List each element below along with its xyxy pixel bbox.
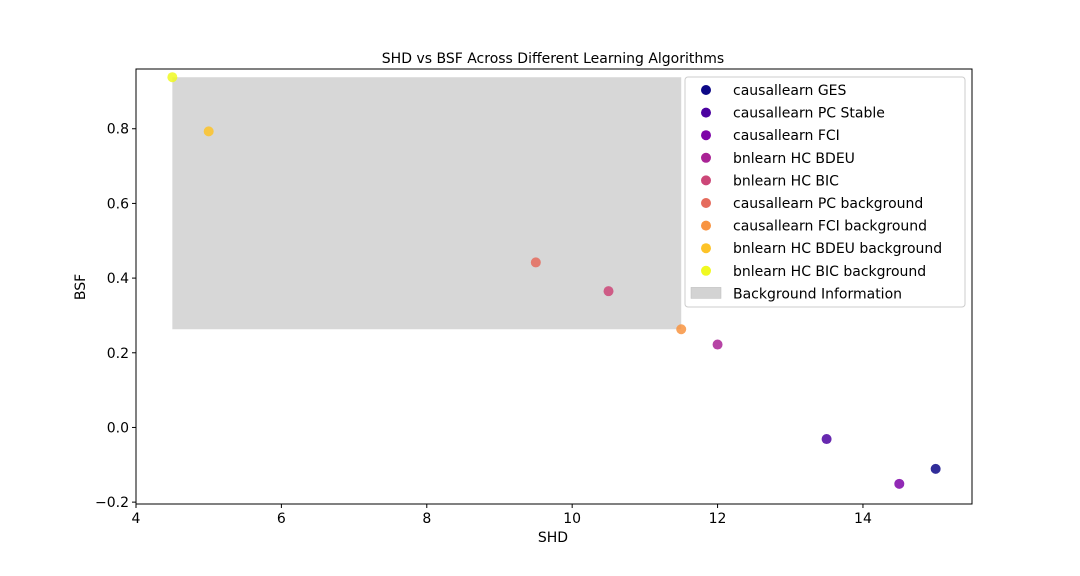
data-point-5 <box>603 286 614 297</box>
x-axis-label: SHD <box>538 530 568 546</box>
data-point-3 <box>894 478 905 489</box>
data-point-7 <box>676 324 687 335</box>
y-tick-label: 0.8 <box>107 122 129 138</box>
legend-marker-region <box>690 287 722 299</box>
data-point-1 <box>930 463 941 474</box>
legend-label: causallearn PC background <box>733 196 923 212</box>
legend-label: causallearn FCI background <box>733 219 927 235</box>
data-point-2 <box>821 434 832 445</box>
legend-label: bnlearn HC BDEU background <box>733 241 942 257</box>
x-tick-label: 14 <box>854 511 872 527</box>
data-point-8 <box>203 126 214 137</box>
x-tick-label: 4 <box>132 511 141 527</box>
data-point-6 <box>530 257 541 268</box>
legend-marker <box>701 198 711 208</box>
legend: causallearn GES causallearn PC Stable caus… <box>684 76 966 308</box>
legend-marker <box>701 265 711 276</box>
legend-box <box>684 76 966 308</box>
legend-marker <box>701 130 711 141</box>
y-tick-label: 0.6 <box>107 196 129 212</box>
legend-marker <box>701 152 711 163</box>
legend-marker <box>701 243 711 254</box>
data-point-4 <box>712 339 723 350</box>
x-tick-label: 6 <box>277 511 286 527</box>
legend-label: Background Information <box>733 286 902 302</box>
y-tick-label: 0.0 <box>107 420 129 436</box>
x-tick-label: 12 <box>709 511 727 527</box>
legend-label: bnlearn HC BIC <box>733 173 839 189</box>
y-tick-label: 0.4 <box>107 271 129 287</box>
legend-label: bnlearn HC BIC background <box>733 264 926 280</box>
x-tick-label: 8 <box>422 511 431 527</box>
y-axis-label: BSF <box>73 274 89 300</box>
legend-marker <box>701 175 711 186</box>
y-tick-label: 0.2 <box>107 346 129 362</box>
plot-frame <box>135 68 973 505</box>
legend-label: bnlearn HC BDEU <box>733 151 855 167</box>
legend-label: causallearn GES <box>733 83 847 99</box>
x-tick-label: 10 <box>563 511 581 527</box>
data-point-9 <box>167 72 178 83</box>
legend-marker <box>701 107 711 118</box>
legend-marker <box>701 85 711 95</box>
y-tick-label: −0.2 <box>95 495 129 511</box>
legend-label: causallearn PC Stable <box>733 106 885 122</box>
legend-marker <box>701 220 711 231</box>
chart-title: SHD vs BSF Across Different Learning Alg… <box>382 51 724 67</box>
legend-label: causallearn FCI <box>733 128 840 144</box>
background-information-region <box>172 77 682 330</box>
